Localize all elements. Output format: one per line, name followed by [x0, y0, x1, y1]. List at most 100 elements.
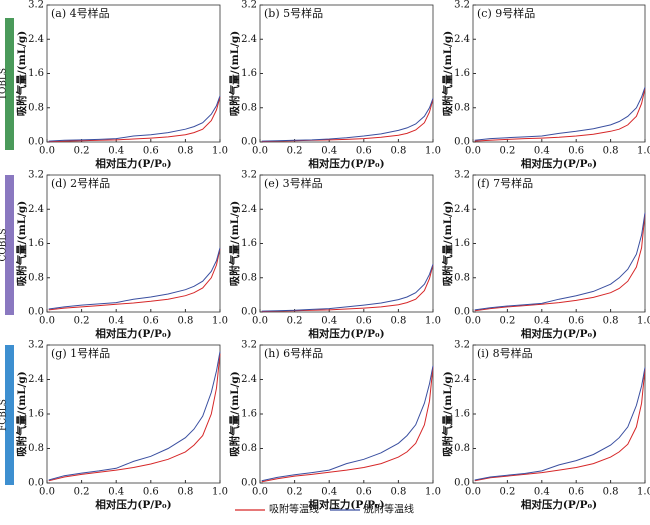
- isotherm-line: [261, 98, 434, 142]
- isotherm-line: [48, 96, 221, 143]
- x-axis-label: 相对压力(P/P₀): [521, 498, 597, 511]
- isotherm-line: [261, 99, 434, 143]
- x-tick-label: 0.8: [603, 146, 619, 157]
- y-tick-label: 1.6: [241, 238, 257, 249]
- x-tick-label: 0.2: [499, 487, 515, 498]
- x-tick-label: 0.4: [108, 146, 124, 157]
- x-axis-label: 相对压力(P/P₀): [95, 157, 171, 170]
- x-tick-label: 1.0: [212, 146, 228, 157]
- plot-frame: [259, 4, 434, 143]
- x-tick-label: 0.8: [390, 487, 406, 498]
- chart-title: (f) 7号样品: [477, 176, 533, 190]
- x-tick-label: 0.6: [143, 316, 159, 327]
- y-tick-label: 2.4: [241, 204, 257, 215]
- y-tick-label: 1.6: [28, 68, 44, 79]
- y-tick-label: 3.2: [454, 0, 470, 11]
- chart-title: (a) 4号样品: [51, 6, 110, 20]
- y-tick-label: 3.2: [454, 170, 470, 181]
- y-tick-label: 3.2: [28, 340, 44, 351]
- y-tick-label: 0.0: [28, 478, 44, 489]
- x-tick-label: 0.2: [74, 146, 90, 157]
- y-tick-label: 0.8: [454, 272, 470, 283]
- isotherm-line: [48, 248, 221, 311]
- y-axis-label: 吸附气量/(mL/g): [228, 371, 241, 456]
- y-tick-label: 3.2: [28, 170, 44, 181]
- x-tick-label: 0.6: [356, 316, 372, 327]
- legend-label: 吸附等温线: [269, 503, 319, 516]
- y-tick-label: 0.8: [241, 272, 257, 283]
- x-tick-label: 0.0: [465, 487, 481, 498]
- x-axis-label: 相对压力(P/P₀): [308, 327, 384, 340]
- plot-frame: [46, 174, 221, 313]
- isotherm-line: [48, 247, 221, 310]
- isotherm-line: [474, 367, 646, 481]
- plot-frame: [46, 344, 221, 484]
- x-tick-label: 0.4: [534, 146, 550, 157]
- isotherm-line: [48, 353, 221, 482]
- y-tick-label: 0.8: [241, 102, 257, 113]
- plot-frame: [46, 4, 221, 143]
- x-tick-label: 0.6: [143, 146, 159, 157]
- x-tick-label: 0.2: [499, 146, 515, 157]
- y-tick-label: 2.4: [28, 204, 44, 215]
- x-tick-label: 1.0: [637, 146, 650, 157]
- x-tick-label: 1.0: [425, 487, 441, 498]
- y-tick-label: 3.2: [241, 170, 257, 181]
- plot-frame: [472, 344, 646, 484]
- x-tick-label: 0.4: [321, 487, 337, 498]
- x-tick-label: 0.4: [534, 487, 550, 498]
- x-tick-label: 1.0: [212, 316, 228, 327]
- y-axis-label: 吸附气量/(mL/g): [441, 201, 454, 286]
- x-tick-label: 0.4: [108, 487, 124, 498]
- y-tick-label: 1.6: [454, 68, 470, 79]
- isotherm-line: [474, 213, 646, 312]
- x-tick-label: 1.0: [637, 487, 650, 498]
- isotherm-line: [48, 351, 221, 481]
- y-tick-label: 2.4: [241, 374, 257, 385]
- x-axis-label: 相对压力(P/P₀): [308, 498, 384, 511]
- isotherm-line: [261, 365, 434, 482]
- y-tick-label: 0.0: [241, 137, 257, 148]
- x-tick-label: 0.2: [287, 146, 303, 157]
- x-tick-label: 1.0: [425, 316, 441, 327]
- y-tick-label: 1.6: [241, 409, 257, 420]
- x-tick-label: 0.6: [356, 487, 372, 498]
- y-axis-label: 吸附气量/(mL/g): [15, 201, 28, 286]
- y-axis-label: 吸附气量/(mL/g): [15, 371, 28, 456]
- x-tick-label: 0.8: [603, 316, 619, 327]
- x-tick-label: 0.2: [287, 487, 303, 498]
- isotherm-line: [474, 368, 646, 482]
- chart-title: (h) 6号样品: [264, 346, 323, 360]
- y-axis-label: 吸附气量/(mL/g): [441, 31, 454, 116]
- y-tick-label: 3.2: [241, 340, 257, 351]
- y-tick-label: 3.2: [28, 0, 44, 11]
- row-label: TOBLS: [0, 68, 9, 100]
- y-tick-label: 0.0: [454, 137, 470, 148]
- y-tick-label: 2.4: [28, 374, 44, 385]
- chart-title: (b) 5号样品: [264, 6, 323, 20]
- y-tick-label: 3.2: [454, 340, 470, 351]
- isotherm-line: [474, 87, 646, 141]
- y-tick-label: 1.6: [241, 68, 257, 79]
- y-tick-label: 2.4: [28, 34, 44, 45]
- row-band: [5, 18, 14, 150]
- y-tick-label: 1.6: [454, 238, 470, 249]
- isotherm-line: [48, 95, 221, 142]
- x-tick-label: 0.8: [390, 316, 406, 327]
- x-tick-label: 0.0: [39, 487, 55, 498]
- isotherm-line: [261, 366, 434, 483]
- isotherm-line: [474, 212, 646, 311]
- y-tick-label: 0.0: [454, 307, 470, 318]
- row-band: [5, 175, 14, 315]
- y-tick-label: 3.2: [241, 0, 257, 11]
- x-tick-label: 0.0: [39, 146, 55, 157]
- x-tick-label: 0.8: [390, 146, 406, 157]
- x-tick-label: 1.0: [425, 146, 441, 157]
- x-axis-label: 相对压力(P/P₀): [308, 157, 384, 170]
- x-tick-label: 0.0: [39, 316, 55, 327]
- x-tick-label: 0.6: [568, 487, 584, 498]
- x-tick-label: 0.0: [252, 316, 268, 327]
- y-axis-label: 吸附气量/(mL/g): [228, 31, 241, 116]
- plot-frame: [259, 344, 434, 484]
- x-tick-label: 0.6: [143, 487, 159, 498]
